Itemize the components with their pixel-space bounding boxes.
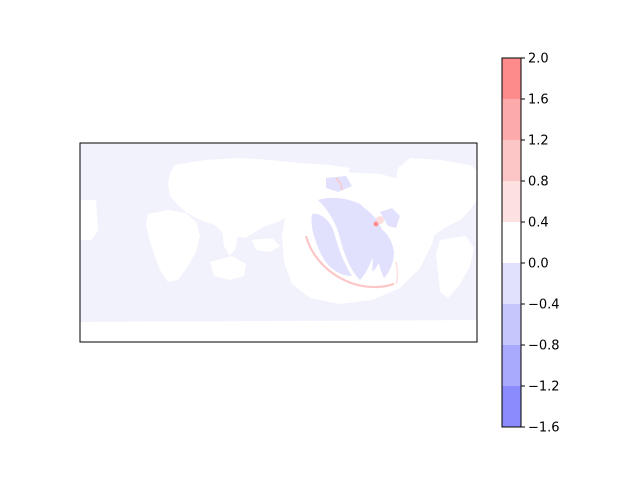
colorbar-band xyxy=(502,345,521,386)
colorbar-frame xyxy=(501,57,522,428)
colorbar-band xyxy=(502,99,521,140)
colorbar-tick-label: −0.8 xyxy=(528,339,560,354)
wave-band xyxy=(326,176,352,192)
map-frame xyxy=(79,142,478,343)
land-antarctica-coast xyxy=(80,320,477,342)
colorbar-band xyxy=(502,140,521,181)
colorbar-tick-label: 1.2 xyxy=(528,134,549,149)
land-west-america-edge xyxy=(80,200,98,240)
wave-band xyxy=(380,208,400,228)
colorbar-tick-label: 1.6 xyxy=(528,93,549,108)
land-africa xyxy=(146,210,200,282)
colorbar-band xyxy=(502,58,521,99)
positive-wave-front-secondary xyxy=(395,261,399,285)
colorbar-tick-label: −0.4 xyxy=(528,298,560,313)
land-south-america xyxy=(436,236,474,298)
colorbar-band xyxy=(502,222,521,263)
land-north-america xyxy=(396,158,477,240)
colorbar-tick-label: −1.6 xyxy=(528,421,560,436)
colorbar-tick-label: 2.0 xyxy=(528,52,549,67)
colorbar-tick-label: 0.8 xyxy=(528,175,549,190)
land-australia xyxy=(210,256,246,280)
colorbar-tick-label: −1.2 xyxy=(528,380,560,395)
colorbar-band xyxy=(502,181,521,222)
colorbar: −1.6 −1.2 −0.8 −0.4 0.0 0.4 0.8 1.2 1.6 2.0 xyxy=(501,52,560,436)
wave-band xyxy=(372,224,394,278)
colorbar-tick-label: 0.4 xyxy=(528,216,549,231)
land-masses xyxy=(80,158,477,342)
source-halo xyxy=(376,216,384,224)
colorbar-band xyxy=(502,386,521,427)
negative-wave-bands xyxy=(311,176,400,280)
wave-band xyxy=(311,213,352,276)
colorbar-band xyxy=(502,304,521,345)
map-panel xyxy=(80,143,477,342)
positive-wave-front xyxy=(304,235,395,289)
colorbar-tick-label: 0.0 xyxy=(528,257,549,272)
colorbar-band xyxy=(502,263,521,304)
wave-pattern xyxy=(282,172,438,304)
land-southeast-asia xyxy=(252,238,280,252)
wave-band xyxy=(334,200,384,272)
coastal-positive-anomaly xyxy=(335,177,343,191)
land-india xyxy=(222,230,238,256)
